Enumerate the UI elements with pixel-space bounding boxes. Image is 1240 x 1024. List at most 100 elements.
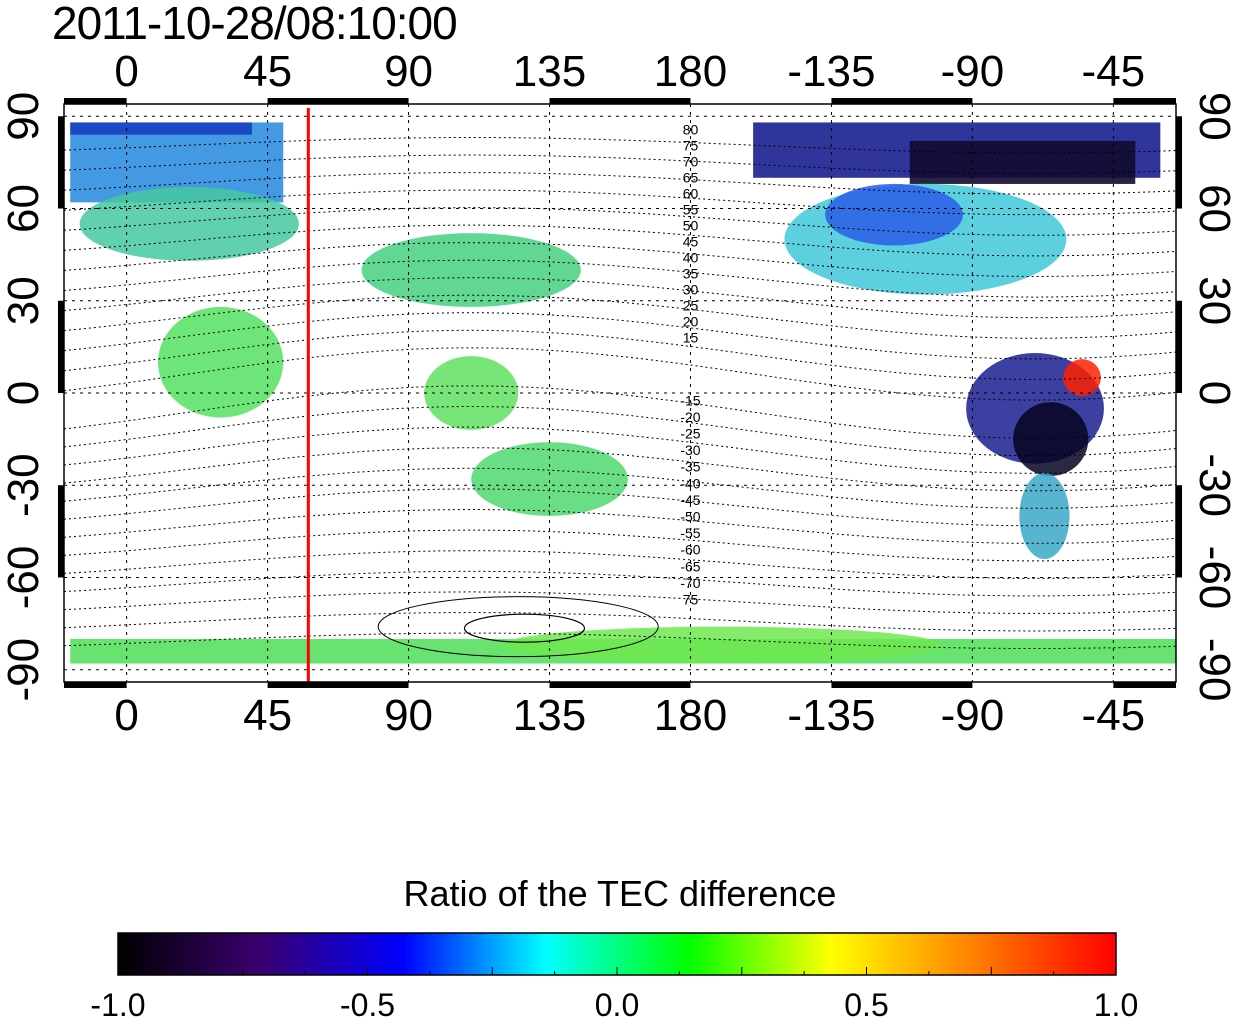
colorbar-tick-label: 0.5 [844, 987, 888, 1023]
lon-tick-label-bottom: -135 [787, 691, 875, 740]
frame-bar-bottom [1113, 682, 1176, 688]
contour-line [63, 207, 1177, 236]
plot-title: 2011-10-28/08:10:00 [52, 0, 458, 49]
contour-line [63, 426, 1177, 474]
colorbar-tick-label: -0.5 [340, 987, 395, 1023]
lat-tick-label-right: -90 [1190, 638, 1239, 702]
lat-tick-label-left: -90 [0, 638, 48, 702]
data-patch-greenland [909, 140, 1136, 184]
lon-tick-label-top: 135 [513, 47, 586, 96]
data-patch-australia [471, 442, 628, 516]
contour-line [63, 154, 1177, 175]
data-patch-africa [157, 306, 284, 418]
map-area: 8075706560555045403530252015-15-20-25-30… [63, 104, 1177, 682]
contour-label: -65 [680, 558, 700, 574]
lat-tick-label-left: -30 [0, 453, 48, 517]
data-patch-red-spot [1063, 359, 1101, 397]
lon-tick-label-bottom: 90 [384, 691, 433, 740]
lon-tick-label-bottom: -45 [1082, 691, 1146, 740]
frame-bar-left [58, 300, 64, 393]
frame-bar-top [1113, 98, 1176, 104]
lon-tick-label-top: 90 [384, 47, 433, 96]
contour-line [63, 508, 1177, 544]
contour-label: 75 [683, 592, 699, 608]
data-patch-indonesia [424, 356, 519, 430]
frame-bar-top [64, 98, 127, 104]
contour-line [63, 488, 1177, 527]
contour-line [63, 529, 1177, 562]
contour-line [63, 189, 1177, 216]
contour-line [63, 294, 1177, 339]
contour-pole-outer [377, 596, 659, 658]
lon-tick-label-top: 180 [654, 47, 727, 96]
contour-line [63, 172, 1177, 195]
contour-label: -55 [680, 525, 700, 541]
lat-tick-label-right: -60 [1190, 546, 1239, 610]
lat-tick-label-right: 0 [1190, 381, 1239, 405]
lon-tick-label-bottom: -90 [941, 691, 1005, 740]
contour-label: -40 [680, 475, 700, 491]
lat-tick-label-right: 60 [1190, 184, 1239, 233]
contour-line [63, 242, 1177, 278]
lat-tick-label-right: 30 [1190, 276, 1239, 325]
colorbar-tick-label: 1.0 [1094, 987, 1138, 1023]
contour-line [63, 312, 1177, 360]
lon-tick-label-bottom: 180 [654, 691, 727, 740]
lon-tick-label-top: -90 [941, 47, 1005, 96]
contour-pole-inner [463, 613, 586, 643]
map-axes: 0045459090135135180180-135-135-90-90-45-… [0, 47, 1239, 740]
lat-tick-label-right: -30 [1190, 453, 1239, 517]
lat-tick-label-left: 30 [0, 276, 48, 325]
contour-label: -45 [680, 492, 700, 508]
frame-bar-top [549, 98, 691, 104]
frame-bar-right [1176, 116, 1182, 209]
contour-line [63, 277, 1177, 319]
frame-bar-bottom [64, 682, 127, 688]
frame-bar-left [58, 485, 64, 578]
colorbar: -1.0 -0.5 0.0 0.5 1.0 [90, 932, 1138, 1023]
lat-tick-label-left: 90 [0, 92, 48, 141]
contour-line [63, 329, 1177, 381]
data-patch-canada [825, 183, 963, 246]
contour-line [63, 447, 1177, 492]
frame-bar-top [267, 98, 409, 104]
frame-bar-bottom [549, 682, 691, 688]
contour-label: -70 [680, 575, 700, 591]
contour-line [63, 550, 1177, 579]
data-patch-antarctica [502, 626, 942, 664]
frame-bar-bottom [831, 682, 973, 688]
lon-tick-label-bottom: 45 [243, 691, 292, 740]
lon-tick-label-top: 45 [243, 47, 292, 96]
contour-line [63, 570, 1177, 597]
data-patch-asia [361, 233, 581, 307]
contour-line [63, 224, 1177, 257]
frame-bar-top [831, 98, 973, 104]
data-patch-arctic [70, 122, 252, 135]
contour-line [63, 611, 1177, 632]
contour-label: -50 [680, 509, 700, 525]
lat-tick-label-left: 60 [0, 184, 48, 233]
data-patch-brazil [1013, 402, 1089, 477]
lon-tick-label-top: -45 [1082, 47, 1146, 96]
lat-tick-label-left: 0 [0, 381, 48, 405]
lon-tick-label-top: 0 [114, 47, 138, 96]
lat-tick-label-right: 90 [1190, 92, 1239, 141]
frame-bar-right [1176, 485, 1182, 578]
contour-line [63, 467, 1177, 509]
colorbar-tick-label: -1.0 [90, 987, 145, 1023]
colorbar-tick-label: 0.0 [595, 987, 639, 1023]
contour-line [63, 632, 1177, 649]
contour-line [63, 405, 1177, 457]
data-patch-europe [79, 187, 299, 261]
lon-tick-label-top: -135 [787, 47, 875, 96]
contour-line [63, 137, 1177, 154]
frame-bar-bottom [267, 682, 409, 688]
frame-bar-right [1176, 300, 1182, 393]
lat-tick-label-left: -60 [0, 546, 48, 610]
data-patch-patagonia [1019, 472, 1070, 560]
contour-label: -60 [680, 542, 700, 558]
contour-line [63, 259, 1177, 298]
lon-tick-label-bottom: 0 [114, 691, 138, 740]
contour-line [63, 591, 1177, 614]
